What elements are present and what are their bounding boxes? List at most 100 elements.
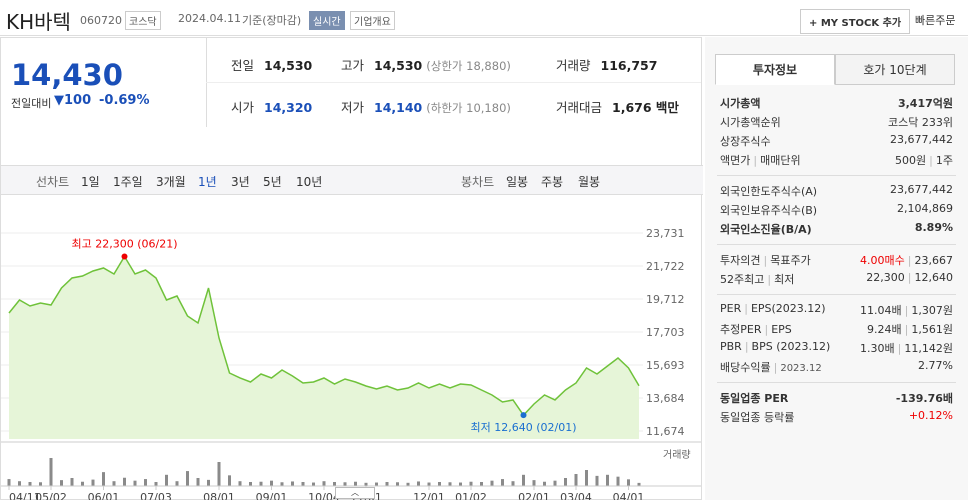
label-part: EPS [771, 323, 792, 336]
volume-bar [574, 474, 578, 486]
side-tab[interactable]: 투자정보 [715, 54, 835, 85]
section-divider [717, 294, 956, 295]
value-part: 4.00매수 [860, 254, 905, 267]
row-label: 외국인한도주식수(A) [720, 183, 817, 199]
tab: 봉차트 [461, 175, 495, 189]
tab[interactable]: 5년 [263, 175, 282, 189]
y-tick-label: 17,703 [646, 326, 685, 339]
tab: 선차트 [36, 175, 70, 189]
price-area [9, 256, 639, 439]
quote: 시가 14,320 [231, 97, 312, 116]
x-tick-label: 06/01 [88, 491, 120, 500]
overview[interactable]: 기업개요 [350, 11, 395, 30]
row-label: PER | EPS(2023.12) [720, 302, 826, 315]
main-panel: 14,430 전일대비 ▼100 -0.69% 선차트 1일 1주일 3개월 1년 3년 5… [0, 37, 703, 500]
tab[interactable]: 10년 [296, 175, 323, 189]
volume-bar [448, 482, 452, 486]
volume-bar [123, 477, 126, 486]
value-part: +0.12% [908, 409, 953, 422]
y-tick-label: 13,684 [646, 392, 685, 405]
label-part: 배당수익률 [720, 361, 771, 374]
volume-bar [553, 480, 557, 486]
value-part: 23,677,442 [890, 133, 953, 146]
info-row: 투자의견 | 목표주가 4.00매수 | 23,667 [720, 252, 953, 270]
tab[interactable]: 1일 [81, 175, 100, 189]
volume-bar [501, 479, 504, 486]
tab[interactable]: 월봉 [578, 175, 601, 189]
row-label: 추정PER | EPS [720, 321, 792, 337]
volume-bar [144, 479, 147, 486]
row-label: 시가총액순위 [720, 114, 781, 130]
separator: | [744, 302, 748, 315]
volume-bar [196, 478, 200, 486]
quote-label: 전일 [231, 58, 255, 73]
volume-bar [165, 474, 168, 486]
info-row: 시가총액 3,417억원 [720, 95, 953, 113]
quote-value: 1,676 백만 [612, 100, 679, 115]
info-row: 동일업종 PER -139.76배 [720, 390, 953, 408]
info-row: 액면가 | 매매단위 500원 | 1주 [720, 152, 953, 170]
row-label: 상장주식수 [720, 133, 771, 149]
quote-label: 거래량 [556, 58, 591, 73]
value-part: 2.77% [918, 359, 953, 372]
volume-bar [186, 471, 189, 486]
tab[interactable]: 주봉 [541, 175, 564, 189]
value-part: 3,417억원 [897, 97, 953, 110]
volume-bar [511, 481, 515, 486]
row-value: 2.77% [918, 359, 953, 372]
tab[interactable]: 3개월 [156, 175, 186, 189]
annotation: 최고 22,300 (06/21) [71, 237, 177, 250]
x-tick-label: 09/01 [256, 491, 288, 500]
change: ▼100 [54, 93, 92, 108]
value-part: 1,561원 [911, 323, 953, 336]
tab[interactable]: 1년 [198, 175, 217, 189]
row-label: 외국인소진율(B/A) [720, 221, 812, 237]
collapse-button[interactable]: ︿ [335, 487, 375, 499]
label-part: 목표주가 [770, 254, 811, 267]
quote-value: 14,530 [264, 58, 313, 73]
volume-bar [81, 481, 84, 486]
label-part: 시가총액순위 [720, 116, 781, 129]
row-value: 2,104,869 [897, 202, 953, 215]
side-tab[interactable]: 호가 10단계 [835, 54, 955, 85]
x-tick-label: 08/01 [203, 491, 235, 500]
current-price: 14,430 [11, 58, 123, 92]
volume-bar [322, 481, 326, 486]
row-value: 8.89% [915, 221, 953, 234]
separator: | [904, 323, 909, 336]
row-value: 11.04배 | 1,307원 [860, 302, 953, 318]
label-part: EPS(2023.12) [750, 302, 826, 315]
label-part: 동일업종 등락률 [720, 411, 795, 424]
quote-label: 거래대금 [556, 100, 603, 115]
label-part: 외국인한도주식수(A) [720, 185, 818, 198]
separator: | [763, 254, 768, 267]
header: KH바텍 060720 코스닥 2024.04.11 기준(장마감) 실시간 기… [0, 0, 968, 36]
volume-bar [259, 481, 263, 486]
x-tick-label: 03/04 [560, 491, 592, 500]
volume-bar [480, 482, 483, 486]
value-part: -139.76배 [895, 392, 953, 405]
tab[interactable]: 일봉 [506, 175, 529, 189]
label-part: 2023.12 [780, 363, 822, 374]
value-part: 11.04배 [860, 304, 902, 317]
realtime[interactable]: 실시간 [309, 11, 345, 30]
divider [206, 82, 701, 83]
quick-order[interactable]: 빠른주문 [915, 14, 956, 27]
label-part: 시가총액 [720, 97, 761, 110]
price-line [8, 255, 640, 417]
tab[interactable]: 3년 [231, 175, 250, 189]
quote: 고가 14,530 (상한가 18,880) [341, 55, 511, 74]
volume-label: 거래량 [663, 449, 691, 461]
value-part: 코스닥 233위 [888, 116, 953, 129]
label-part: 액면가 [720, 154, 751, 167]
separator: | [753, 154, 758, 167]
change-value: 100 [64, 93, 92, 108]
volume-bar [595, 475, 599, 486]
y-tick-label: 19,712 [646, 293, 685, 306]
value-part: 500원 [895, 154, 927, 167]
tab[interactable]: 1주일 [113, 175, 143, 189]
change-rate: -0.69% [99, 93, 150, 108]
my-stock-button[interactable]: + MY STOCK 추가 [800, 9, 911, 34]
